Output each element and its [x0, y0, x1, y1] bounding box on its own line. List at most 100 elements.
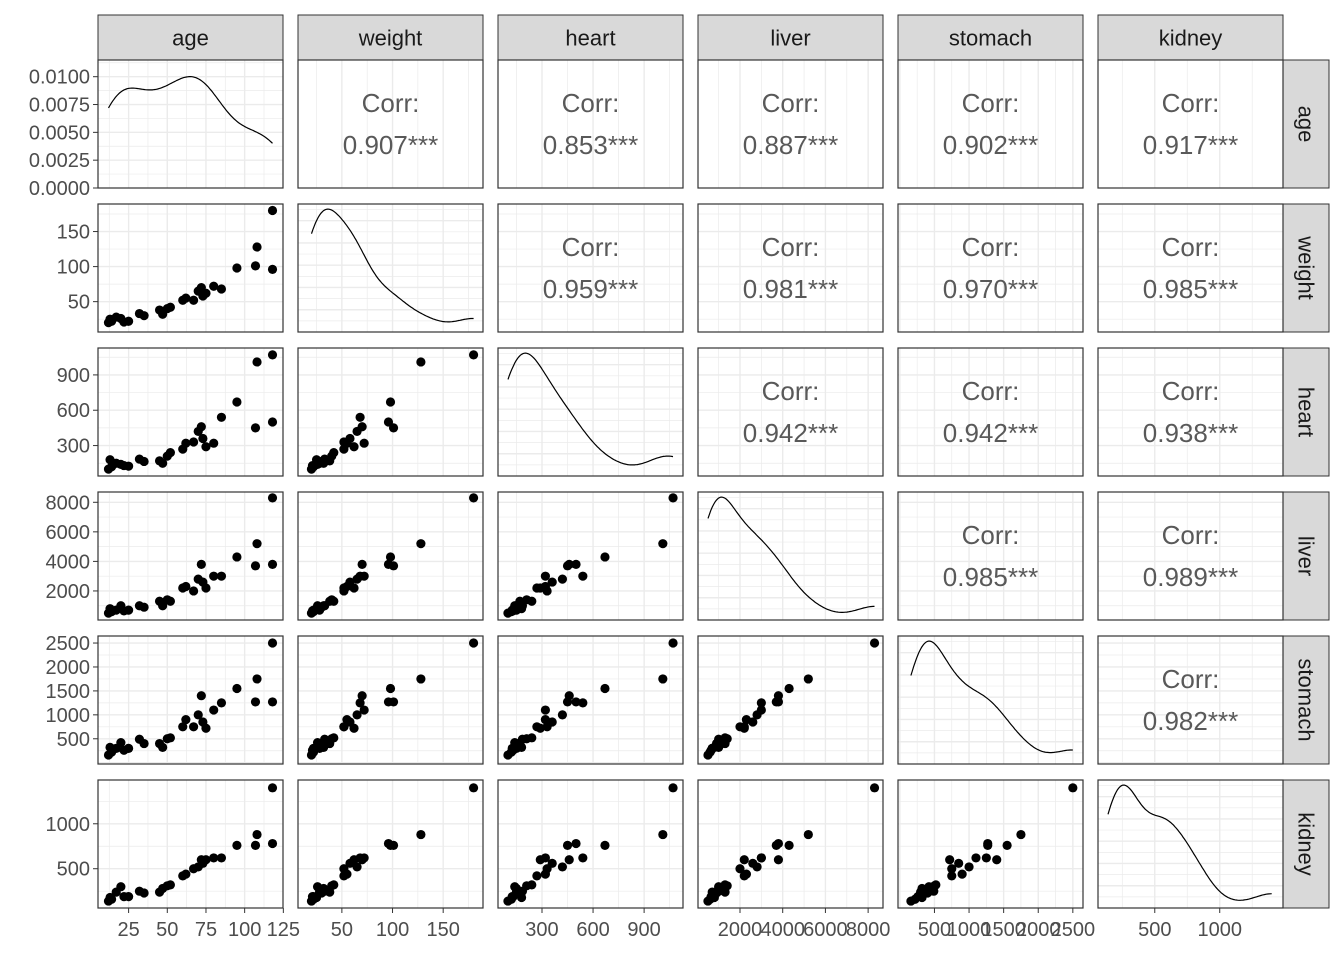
scatter-point: [201, 855, 211, 865]
density-curve-weight: [310, 208, 474, 323]
scatter-point: [352, 862, 362, 872]
scatter-point: [1016, 829, 1026, 840]
scatter-point: [308, 605, 319, 615]
corr-label: Corr:: [1162, 88, 1220, 118]
panel-liver-weight: [297, 491, 484, 621]
panel-bg: [698, 348, 883, 476]
scatter-point: [720, 733, 730, 743]
scatter-point: [216, 412, 227, 422]
y-tick-label: 500: [57, 859, 90, 881]
y-tick-label: 2000: [46, 581, 91, 603]
scatter-point: [468, 638, 479, 648]
scatter-point: [468, 350, 479, 360]
panel-border: [697, 635, 884, 765]
scatter-point: [468, 783, 479, 793]
scatter-point: [535, 583, 545, 593]
scatter-point: [124, 891, 134, 902]
scatter-point: [209, 281, 219, 291]
scatter-point: [349, 442, 359, 452]
scatter-point: [267, 417, 278, 427]
corr-value: 0.985***: [1143, 274, 1238, 304]
panel-liver-stomach: [897, 491, 1084, 621]
y-tick-label: 0.0075: [29, 95, 90, 117]
strip-label-col-weight: weight: [358, 26, 423, 51]
scatter-point: [196, 559, 206, 569]
scatter-point: [181, 293, 191, 303]
scatter-point: [578, 698, 588, 708]
scatter-point: [511, 742, 522, 752]
corr-label: Corr:: [1162, 232, 1220, 262]
scatter-point: [124, 743, 134, 753]
scatter-point: [945, 855, 955, 865]
y-tick-label: 500: [57, 729, 90, 751]
scatter-point: [547, 717, 557, 727]
scatter-point: [267, 838, 278, 849]
scatter-point: [106, 894, 117, 904]
strip-col-liver: [697, 14, 884, 61]
corr-value: 0.981***: [743, 274, 838, 304]
strip-row-liver: [1282, 491, 1330, 621]
scatter-point: [1002, 840, 1012, 850]
panel-border: [897, 347, 1084, 477]
panel-bg: [1098, 780, 1283, 908]
scatter-point: [600, 683, 610, 694]
strip-col-weight: [297, 14, 484, 61]
scatter-point: [201, 723, 211, 733]
panel-liver-liver: [697, 491, 884, 621]
scatter-point: [957, 869, 967, 879]
density-curve-heart: [507, 352, 674, 466]
scatter-point: [557, 574, 568, 584]
scatter-point: [349, 723, 359, 733]
panel-weight-heart: [497, 203, 684, 333]
scatter-point: [165, 448, 175, 458]
scatter-point: [139, 602, 149, 612]
x-tick-label: 2500: [1051, 919, 1096, 941]
x-tick-label: 600: [576, 919, 609, 941]
panel-border: [497, 203, 684, 333]
panel-border: [697, 779, 884, 909]
scatter-point: [267, 559, 278, 569]
x-tick-label: 2000: [718, 919, 763, 941]
panel-bg: [298, 204, 483, 332]
x-tick-label: 1000: [947, 919, 992, 941]
y-tick-label: 0.0000: [29, 178, 90, 200]
panel-border: [1097, 203, 1284, 333]
scatter-point: [562, 840, 573, 850]
scatter-point: [658, 829, 668, 840]
scatter-point: [216, 571, 227, 581]
panel-border: [1097, 635, 1284, 765]
scatter-point: [773, 697, 784, 707]
corr-value: 0.887***: [743, 130, 838, 160]
scatter-point: [188, 295, 199, 305]
panel-border: [297, 635, 484, 765]
corr-value: 0.970***: [943, 274, 1038, 304]
scatter-point: [201, 442, 211, 452]
scatter-point: [252, 357, 262, 367]
scatter-point: [267, 493, 278, 503]
strip-label-row-kidney: kidney: [1294, 812, 1319, 876]
panel-stomach-weight: [297, 635, 484, 765]
scatter-point: [308, 461, 319, 471]
scatter-point: [557, 710, 568, 720]
scatter-point: [600, 840, 610, 850]
panel-bg: [898, 636, 1083, 764]
panel-bg: [498, 348, 683, 476]
x-tick-label: 300: [525, 919, 558, 941]
scatter-point: [355, 698, 365, 708]
panel-border: [97, 635, 284, 765]
panel-border: [497, 59, 684, 189]
scatter-point: [931, 880, 941, 890]
scatter-point: [741, 869, 752, 879]
scatter-point: [124, 605, 134, 615]
panel-bg: [898, 348, 1083, 476]
corr-value: 0.989***: [1143, 562, 1238, 592]
scatter-point: [600, 552, 610, 562]
corr-value: 0.942***: [743, 418, 838, 448]
scatter-point: [416, 829, 426, 840]
panel-border: [497, 347, 684, 477]
panel-bg: [298, 60, 483, 188]
panel-heart-kidney: [1097, 347, 1284, 477]
scatter-point: [557, 862, 568, 872]
y-tick-label: 1500: [46, 681, 91, 703]
scatter-point: [383, 838, 394, 849]
